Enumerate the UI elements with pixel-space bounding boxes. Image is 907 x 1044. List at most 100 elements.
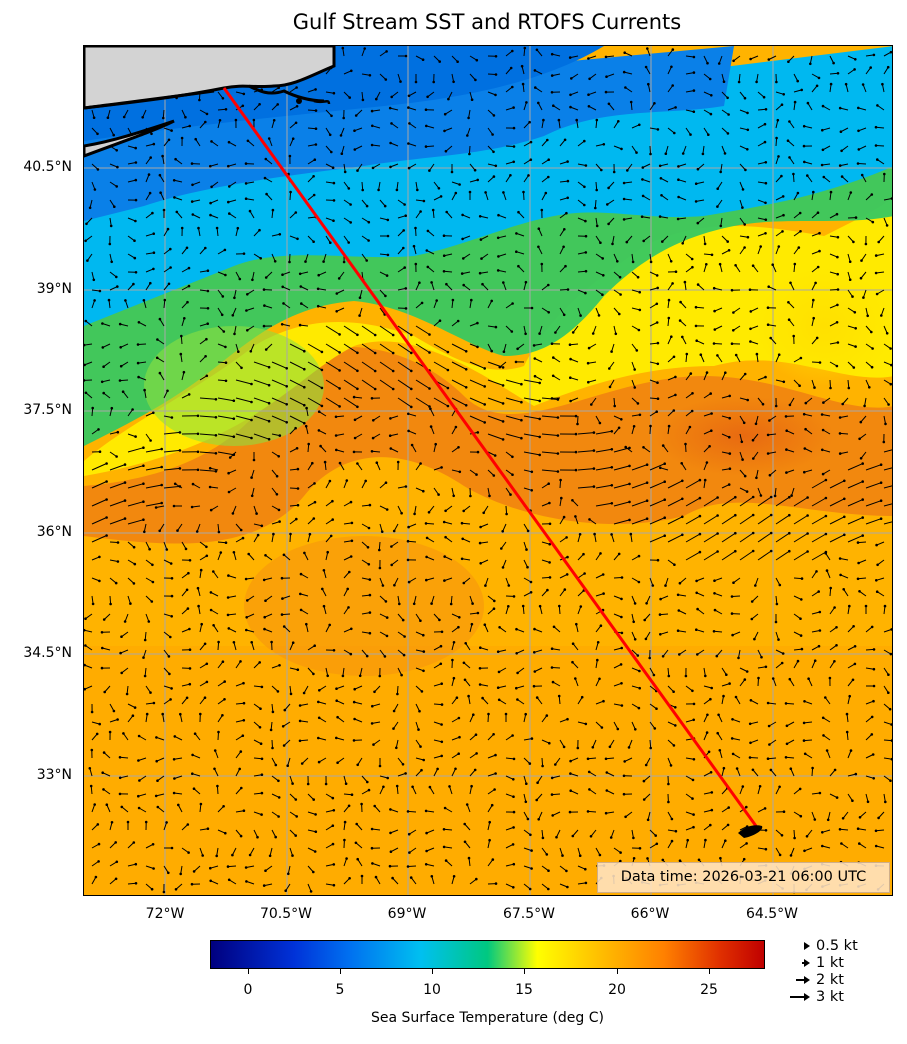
current-arrow [865, 667, 874, 670]
current-arrow [804, 721, 813, 724]
key-arrow-icon [804, 942, 810, 950]
current-arrow [523, 738, 532, 741]
current-arrow-head [532, 344, 536, 347]
current-arrow-head [620, 646, 623, 650]
current-arrow-head [890, 739, 892, 742]
current-arrow-head [162, 116, 165, 120]
current-arrow [264, 177, 273, 183]
current-arrow-head [785, 742, 789, 746]
current-arrow-head [238, 767, 241, 771]
current-arrow [451, 361, 467, 370]
current-arrow-head [620, 597, 623, 601]
current-arrow [361, 235, 369, 241]
current-arrow [517, 343, 525, 350]
current-arrow-head [692, 813, 695, 816]
current-arrow [857, 577, 867, 580]
current-arrow-head [728, 394, 731, 398]
current-arrow-head [840, 149, 843, 153]
current-arrow [702, 145, 705, 154]
current-arrow [523, 379, 540, 384]
colorbar-title: Sea Surface Temperature (deg C) [371, 1010, 604, 1026]
current-arrow [174, 483, 183, 489]
current-arrow [822, 145, 831, 151]
current-arrow [721, 468, 730, 471]
current-arrow-head [422, 650, 426, 653]
current-arrow-head [214, 470, 218, 473]
current-arrow-head [260, 791, 264, 795]
current-arrow [775, 91, 784, 95]
current-arrow-head [716, 731, 719, 735]
current-arrow [721, 514, 736, 525]
current-arrow [847, 463, 863, 471]
current-arrow [127, 162, 136, 165]
current-arrow [793, 192, 799, 201]
current-arrow [446, 211, 453, 219]
current-arrow-head [370, 109, 374, 113]
current-arrow-head [391, 369, 395, 373]
current-arrow [559, 197, 568, 201]
current-arrow-head [288, 154, 292, 158]
current-arrow [883, 649, 892, 655]
current-arrow [234, 325, 237, 334]
current-arrow-head [556, 470, 560, 473]
current-arrow [875, 829, 885, 832]
current-arrow-head [858, 842, 861, 845]
current-arrow-head [414, 80, 418, 84]
current-arrow-head [507, 584, 511, 587]
current-arrow [752, 433, 759, 441]
current-arrow-head [667, 298, 671, 302]
current-arrow-head [245, 309, 248, 312]
current-arrow [577, 251, 586, 255]
current-arrow [487, 608, 495, 615]
current-arrow [480, 684, 489, 687]
current-arrow-head [457, 446, 460, 449]
current-arrow-head [854, 345, 857, 348]
current-arrow-head [484, 584, 487, 587]
current-arrow-head [298, 739, 302, 743]
current-arrow [307, 343, 323, 353]
current-arrow [357, 757, 363, 766]
current-arrow-head [169, 247, 172, 251]
current-arrow-head [870, 365, 874, 369]
current-arrow [469, 379, 485, 387]
current-arrow-head [242, 809, 246, 812]
current-arrow-head [391, 387, 395, 391]
current-arrow [487, 325, 496, 328]
current-arrow-head [431, 208, 435, 212]
map-canvas[interactable] [84, 46, 893, 896]
current-arrow [235, 361, 242, 369]
route-line[interactable] [222, 87, 758, 827]
current-arrow-head [422, 489, 425, 493]
current-arrow [433, 181, 440, 189]
current-arrow [552, 811, 561, 816]
current-arrow-head [113, 205, 116, 208]
current-arrow-head [476, 450, 480, 454]
current-arrow [703, 55, 708, 64]
current-arrow-head [190, 162, 194, 165]
current-arrow-head [623, 760, 626, 763]
current-arrow [451, 426, 457, 435]
current-arrow [577, 415, 579, 425]
current-arrow [559, 212, 567, 219]
current-arrow [336, 700, 345, 705]
current-arrow-head [663, 498, 666, 502]
current-arrow [523, 325, 527, 334]
current-arrow-head [481, 282, 484, 286]
current-arrow [248, 553, 255, 561]
current-arrow-head [464, 404, 468, 407]
current-arrow-head [853, 68, 856, 71]
current-arrow [199, 270, 208, 273]
current-arrow-head [108, 242, 112, 246]
current-arrow [595, 415, 601, 424]
current-arrow [625, 446, 633, 453]
current-arrow-head [619, 851, 622, 854]
current-arrow [465, 643, 471, 651]
current-arrow-head [91, 602, 95, 606]
current-arrow-head [501, 384, 505, 387]
current-arrow [343, 858, 348, 867]
sst-map[interactable] [83, 45, 893, 896]
current-arrow [685, 266, 693, 273]
lat-label-34-5: 34.5°N [23, 645, 72, 661]
current-arrow-head [435, 299, 439, 302]
current-arrow-head [314, 830, 318, 833]
